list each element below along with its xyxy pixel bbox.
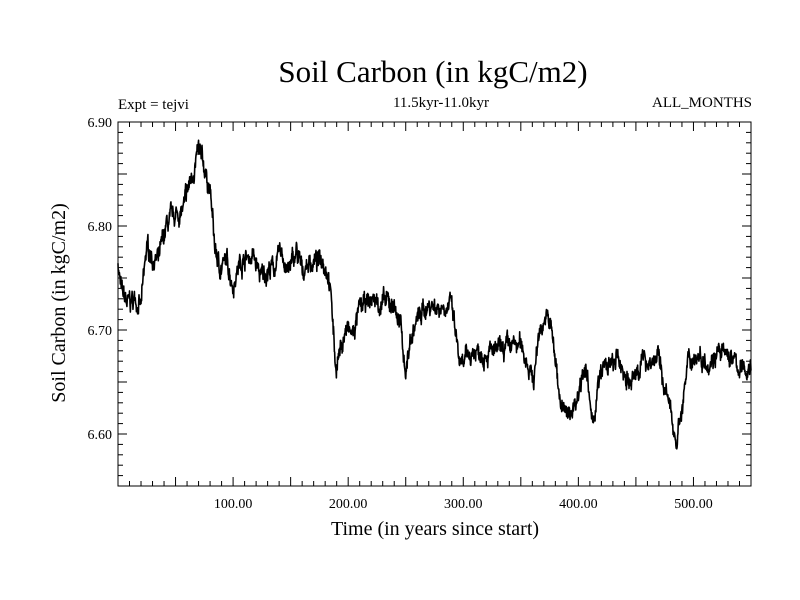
y-tick-label: 6.60 bbox=[88, 428, 113, 443]
axis-ticks bbox=[118, 122, 751, 486]
y-axis-label: Soil Carbon (in kgC/m2) bbox=[48, 203, 70, 402]
chart-subtitle: 11.5kyr-11.0kyr bbox=[393, 95, 489, 111]
x-tick-label: 500.00 bbox=[674, 497, 713, 512]
months-label: ALL_MONTHS bbox=[652, 95, 752, 111]
soil-carbon-series-line bbox=[117, 139, 752, 450]
experiment-label: Expt = tejvi bbox=[118, 97, 189, 113]
x-tick-label: 100.00 bbox=[214, 497, 253, 512]
y-tick-label: 6.90 bbox=[88, 116, 113, 131]
x-axis-label: Time (in years since start) bbox=[331, 518, 539, 540]
x-tick-label: 300.00 bbox=[444, 497, 483, 512]
tick-labels: 100.00 200.00 300.00 400.00 500.00 6.60 6.70 6.… bbox=[88, 116, 713, 512]
x-tick-label: 400.00 bbox=[559, 497, 598, 512]
x-tick-label: 200.00 bbox=[329, 497, 368, 512]
y-tick-label: 6.80 bbox=[88, 220, 113, 235]
y-tick-label: 6.70 bbox=[88, 324, 113, 339]
plot-frame bbox=[117, 121, 752, 487]
chart-title: Soil Carbon (in kgC/m2) bbox=[278, 54, 587, 89]
